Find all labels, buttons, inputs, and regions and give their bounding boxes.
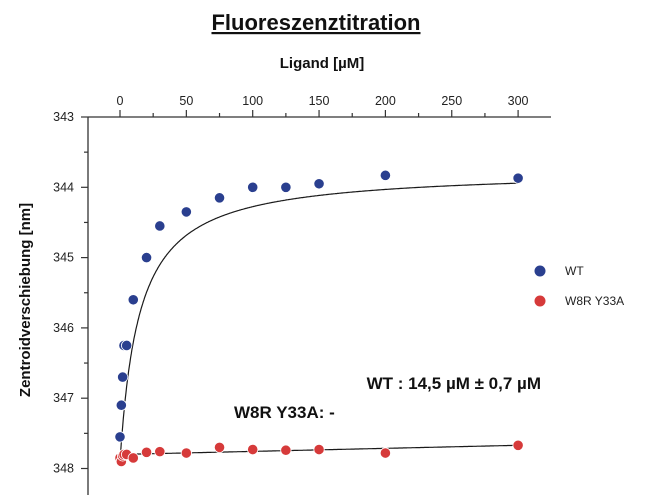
x-tick-label: 300 <box>508 94 529 108</box>
data-point-w8r-y33a <box>313 443 325 456</box>
legend-marker-w8r-y33a <box>534 295 546 307</box>
data-points <box>114 169 524 468</box>
data-point-wt <box>115 399 127 411</box>
data-point-wt <box>313 178 325 190</box>
legend: WT W8R Y33A <box>534 264 624 308</box>
chart-title: Fluoreszenztitration <box>211 10 420 35</box>
data-point-w8r-y33a <box>140 446 153 458</box>
annotation-mutant-kd: W8R Y33A: - <box>234 403 335 422</box>
data-point-wt <box>121 339 133 352</box>
annotation-wt-kd: WT : 14,5 µM ± 0,7 µM <box>367 374 541 393</box>
x-tick-label: 100 <box>242 94 263 108</box>
data-point-wt <box>247 181 259 193</box>
data-point-wt <box>213 192 226 204</box>
y-axis-label: Zentroidverschiebung [nm] <box>17 203 34 397</box>
y-tick-label: 345 <box>53 251 74 265</box>
y-tick-label: 343 <box>53 110 74 124</box>
data-point-wt <box>180 206 192 218</box>
y-tick-label: 346 <box>53 321 74 335</box>
x-axis-label: Ligand [µM] <box>280 55 364 72</box>
y-tick-label: 344 <box>53 180 74 194</box>
data-point-w8r-y33a <box>247 443 259 456</box>
data-point-w8r-y33a <box>180 447 192 459</box>
data-point-wt <box>140 252 153 264</box>
data-point-w8r-y33a <box>512 439 524 451</box>
legend-label-w8r-y33a: W8R Y33A <box>565 294 624 308</box>
data-point-wt <box>127 294 139 306</box>
data-point-wt <box>379 169 391 181</box>
data-point-wt <box>154 220 166 232</box>
data-point-wt <box>280 181 292 193</box>
fit-line-wt <box>119 182 519 462</box>
y-tick-label: 348 <box>53 462 74 476</box>
legend-label-wt: WT <box>565 264 584 278</box>
x-tick-label: 200 <box>375 94 396 108</box>
data-point-w8r-y33a <box>379 447 391 459</box>
data-point-wt <box>117 371 129 383</box>
axes <box>87 116 551 495</box>
data-point-wt <box>114 431 126 443</box>
data-point-w8r-y33a <box>213 441 226 454</box>
ticks: 0 50 100 150 200 250 300 343 344 345 346 347 348 <box>53 94 528 476</box>
x-tick-label: 50 <box>179 94 193 108</box>
data-point-wt <box>512 172 524 184</box>
x-tick-label: 150 <box>309 94 330 108</box>
y-tick-label: 347 <box>53 391 74 405</box>
data-point-w8r-y33a <box>280 444 292 456</box>
data-point-w8r-y33a <box>127 452 139 464</box>
legend-marker-wt <box>534 265 546 277</box>
x-tick-label: 250 <box>441 94 462 108</box>
x-tick-label: 0 <box>117 94 124 108</box>
data-point-w8r-y33a <box>154 446 166 458</box>
